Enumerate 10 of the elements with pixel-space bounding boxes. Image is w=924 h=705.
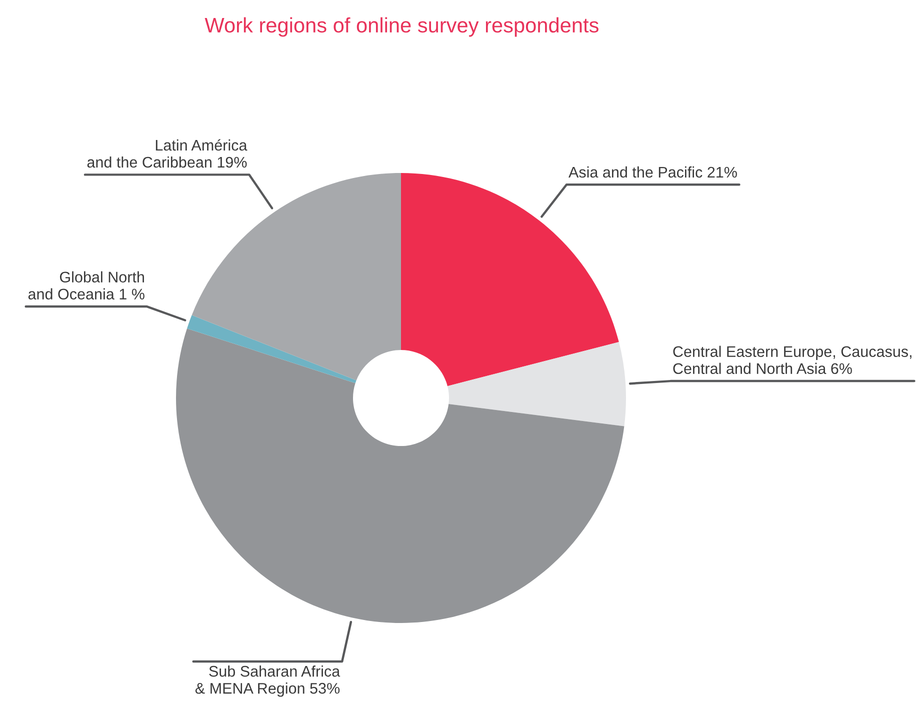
slice-label: Asia and the Pacific 21% [568,166,737,178]
donut-slice [192,173,401,380]
donut-slice [187,315,356,384]
donut-slice [176,328,624,623]
donut-slice [447,342,626,426]
slice-label: Central Eastern Europe, Caucasus, Central and North Asia 6% [673,346,912,374]
slice-label: Sub Saharan Africa & MENA Region 53% [195,666,340,697]
slice-label: Global North and Oceania 1 % [28,271,144,300]
chart-title: Work regions of online survey respondents [204,17,598,37]
slice-label: Latin América and the Caribbean 19% [87,139,248,168]
